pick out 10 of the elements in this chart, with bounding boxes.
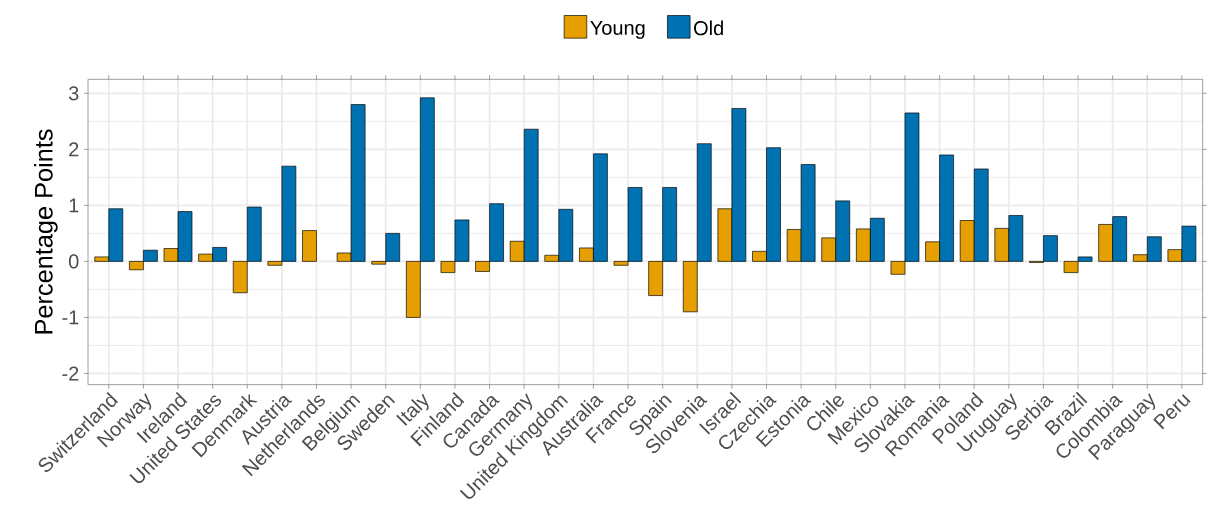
y-tick-label: 2 <box>69 142 79 157</box>
bar <box>302 230 317 262</box>
y-tick-label: -1 <box>62 310 79 325</box>
y-tick-label: 1 <box>69 198 79 213</box>
y-tick-label: 3 <box>68 86 79 101</box>
y-axis-title: Percentage Points <box>34 129 58 334</box>
legend-label: Young <box>590 20 645 39</box>
y-tick-label: 0 <box>68 254 79 269</box>
legend-label: Old <box>694 20 723 36</box>
y-tick-label: -2 <box>62 366 79 381</box>
